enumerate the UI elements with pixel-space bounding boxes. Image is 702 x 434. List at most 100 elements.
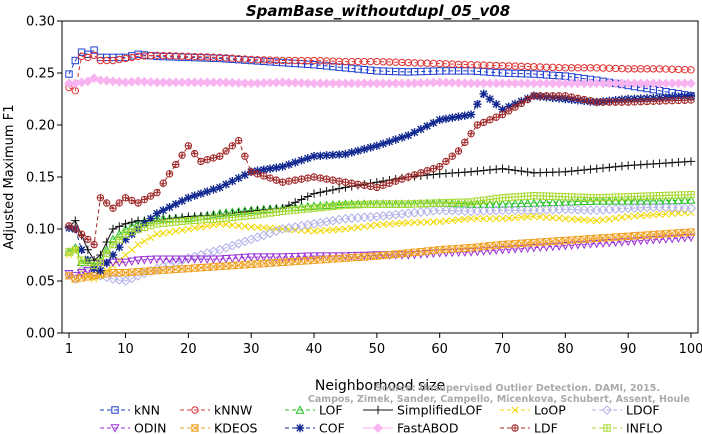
data-point <box>279 179 286 186</box>
data-point <box>172 160 180 169</box>
data-point <box>567 241 577 250</box>
data-point <box>442 217 450 225</box>
data-point <box>518 100 525 107</box>
data-point <box>221 180 231 189</box>
data-point <box>379 251 387 260</box>
data-point <box>133 256 143 265</box>
data-point <box>674 209 682 217</box>
data-point <box>214 77 225 88</box>
data-point <box>536 192 544 200</box>
legend-label: SimplifiedLOF <box>397 403 483 418</box>
data-point <box>642 236 652 245</box>
data-point <box>461 139 469 146</box>
data-point <box>109 204 117 212</box>
data-point <box>491 199 501 208</box>
data-point <box>648 236 658 245</box>
data-point <box>260 172 267 180</box>
y-tick-label: 0.00 <box>26 327 55 342</box>
data-point <box>122 194 129 201</box>
data-point <box>115 235 123 244</box>
data-point <box>392 250 400 258</box>
data-point <box>592 164 601 173</box>
data-point <box>329 226 337 234</box>
data-point <box>480 119 487 126</box>
data-point <box>474 121 481 129</box>
data-point <box>411 171 418 179</box>
data-point <box>310 173 318 181</box>
data-point <box>448 152 456 160</box>
data-point <box>240 170 250 180</box>
data-point <box>90 272 98 280</box>
data-point <box>587 97 594 105</box>
data-point <box>473 243 482 251</box>
data-point <box>410 200 419 208</box>
data-point <box>373 221 381 229</box>
data-point <box>467 129 475 138</box>
data-point <box>121 268 130 277</box>
data-point <box>410 171 419 179</box>
data-point <box>72 225 79 233</box>
data-point <box>598 239 608 248</box>
data-point <box>228 221 236 229</box>
data-point <box>139 256 149 265</box>
data-point <box>461 215 469 223</box>
data-point <box>178 217 186 226</box>
data-point <box>498 215 507 223</box>
data-point <box>497 246 508 255</box>
data-point <box>473 197 482 205</box>
data-point <box>486 195 494 204</box>
data-point <box>392 200 400 208</box>
legend: kNN kNNW LOF SimplifiedLOF LoOP LDOF ODIN KDEOS… <box>100 403 663 434</box>
data-point <box>568 215 576 223</box>
data-point <box>567 193 576 201</box>
data-point <box>442 158 450 165</box>
data-point <box>253 170 262 178</box>
data-point <box>373 184 381 191</box>
data-point <box>341 225 349 233</box>
legend-label: LDOF <box>626 403 660 418</box>
watermark-line-1: Source: Unsupervised Outlier Detection. … <box>375 383 660 394</box>
data-point <box>618 213 626 221</box>
data-point <box>290 198 300 207</box>
data-point <box>687 228 695 236</box>
data-point <box>686 157 696 166</box>
data-point <box>580 193 588 202</box>
data-point <box>84 273 92 281</box>
data-point <box>392 177 400 185</box>
data-point <box>441 77 451 88</box>
data-point <box>190 149 199 158</box>
data-point <box>373 252 381 260</box>
data-point <box>535 243 545 253</box>
data-point <box>611 193 620 201</box>
data-point <box>517 99 526 108</box>
data-point <box>385 251 394 259</box>
data-point <box>398 175 406 183</box>
data-point <box>435 115 444 124</box>
data-point <box>579 196 589 206</box>
data-point <box>505 193 513 202</box>
data-point <box>77 268 87 278</box>
data-point <box>152 209 162 218</box>
data-point <box>183 255 193 264</box>
data-point <box>247 168 255 176</box>
data-point <box>498 105 507 114</box>
data-point <box>114 275 125 285</box>
data-point <box>499 111 506 118</box>
data-point <box>386 180 393 187</box>
data-point <box>498 194 507 202</box>
legend-label: INFLO <box>626 421 663 434</box>
data-point <box>436 218 444 226</box>
data-point <box>687 96 695 104</box>
data-point <box>240 78 250 89</box>
data-point <box>686 91 696 101</box>
data-point <box>234 173 243 183</box>
data-point <box>128 197 136 204</box>
legend-label: kNN <box>134 403 160 418</box>
data-point <box>159 219 167 227</box>
data-point <box>398 249 406 258</box>
data-point <box>485 94 495 104</box>
data-point <box>404 219 412 227</box>
data-point <box>222 147 230 155</box>
data-point <box>147 234 155 242</box>
